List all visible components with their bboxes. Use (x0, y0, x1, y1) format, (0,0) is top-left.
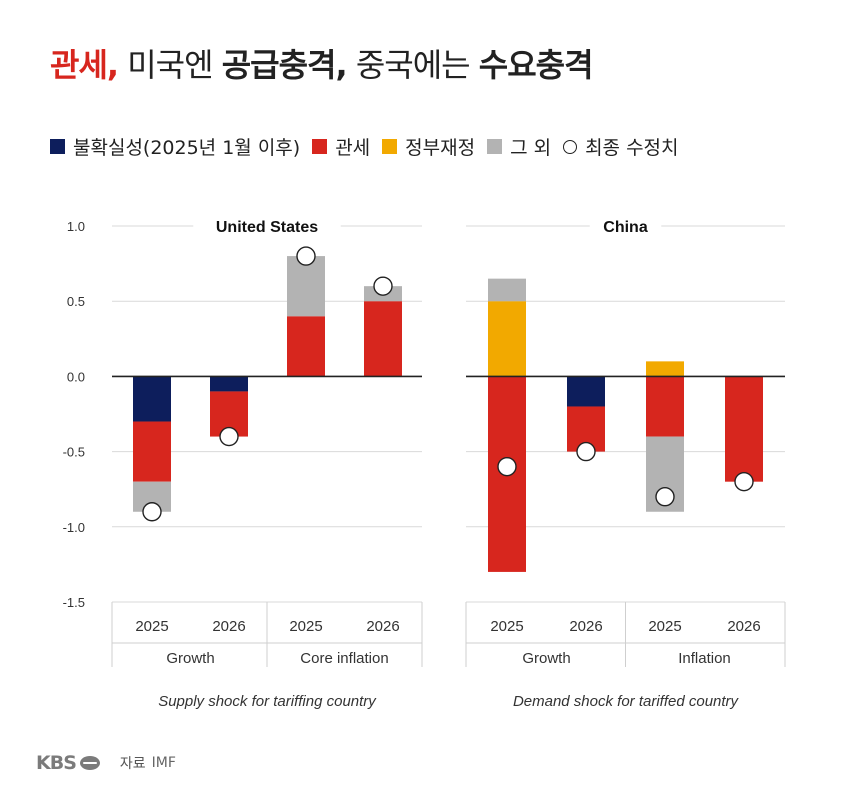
bar-segment (133, 421, 171, 482)
bar-segment (210, 376, 248, 392)
x-tick-label: 2025 (135, 618, 168, 635)
final-revision-marker (296, 246, 316, 266)
bar-segment (646, 361, 684, 377)
x-tick-label: 2026 (569, 618, 602, 635)
y-tick-label: -1.5 (63, 595, 85, 610)
legend-swatch-uncertainty (50, 139, 65, 154)
final-revision-marker (142, 502, 162, 522)
headline-china: 중국에는 (346, 46, 479, 84)
final-revision-marker (219, 426, 239, 447)
bar-segment (725, 376, 763, 482)
x-tick-label: 2025 (289, 618, 322, 635)
headline-us: 미국엔 (118, 46, 222, 84)
legend-item-other: 그 외 (487, 133, 551, 160)
legend-label-other: 그 외 (510, 137, 552, 159)
final-revision-marker (373, 276, 393, 296)
x-tick-label: 2025 (648, 618, 681, 635)
legend-swatch-tariff (312, 139, 328, 154)
x-tick-label: 2026 (366, 618, 399, 635)
legend-item-tariff: 관세 (312, 133, 370, 160)
final-revision-marker (734, 471, 754, 492)
footer: KBS 자료 IMF (36, 752, 176, 774)
bar-chart: 1.0 0.5 0.0 -0.5 -1.0 -1.5 United States 2025 20… (62, 216, 786, 710)
group-label: Inflation (678, 650, 731, 667)
y-tick-label: 1.0 (67, 219, 85, 234)
bar-segment (287, 316, 325, 377)
bar-segment (133, 376, 171, 422)
x-tick-label: 2026 (212, 618, 245, 635)
final-revision-marker (497, 456, 517, 477)
group-label: Growth (166, 650, 214, 667)
panel-title-bg (589, 216, 662, 236)
source-label: 자료 (119, 756, 146, 772)
legend-label-uncertainty: 불확실성(2025년 1월 이후) (73, 137, 301, 159)
y-tick-label: -1.0 (63, 520, 85, 535)
final-revision-marker (655, 487, 675, 507)
headline: 관세, 미국엔 공급충격, 중국에는 수요충격 (50, 40, 594, 86)
bar-segment (287, 256, 325, 317)
headline-supply-shock: 공급충격, (221, 46, 348, 84)
legend-item-uncertainty: 불확실성(2025년 1월 이후) (50, 133, 300, 160)
y-tick-label: 0.0 (67, 369, 85, 384)
panel-title-china: China (603, 219, 648, 236)
bar-segment (646, 376, 684, 437)
final-revision-marker (576, 441, 596, 462)
brand-logo-text: KBS (36, 752, 77, 774)
y-tick-label: -0.5 (63, 445, 85, 460)
legend-item-final: 최종 수정치 (563, 133, 679, 160)
bar-segment (488, 278, 526, 302)
legend-swatch-fiscal (382, 139, 398, 154)
legend: 불확실성(2025년 1월 이후) 관세 정부재정 그 외 최종 수정치 (50, 133, 691, 160)
bar-segment (567, 376, 605, 407)
x-tick-label: 2026 (727, 618, 760, 635)
bar-segment (488, 301, 526, 377)
legend-swatch-final (563, 139, 578, 154)
x-tick-label: 2025 (490, 618, 523, 635)
bar-segment (364, 301, 402, 377)
panel-subtitle-us: Supply shock for tariffing country (158, 693, 377, 710)
legend-item-fiscal: 정부재정 (382, 133, 475, 160)
legend-label-fiscal: 정부재정 (405, 137, 476, 159)
legend-label-final: 최종 수정치 (585, 137, 679, 159)
group-label: Core inflation (300, 650, 388, 667)
legend-swatch-other (487, 139, 503, 154)
headline-tariff: 관세, (50, 46, 119, 84)
y-tick-label: 0.5 (67, 294, 85, 309)
group-label: Growth (522, 650, 570, 667)
brand-logo-icon (79, 756, 100, 770)
panel-title-bg (193, 216, 341, 236)
panel-title-us: United States (216, 219, 318, 236)
panel-subtitle-china: Demand shock for tariffed country (513, 693, 740, 710)
legend-label-tariff: 관세 (335, 137, 371, 159)
headline-demand-shock: 수요충격 (478, 46, 594, 84)
source-name: IMF (151, 755, 176, 771)
